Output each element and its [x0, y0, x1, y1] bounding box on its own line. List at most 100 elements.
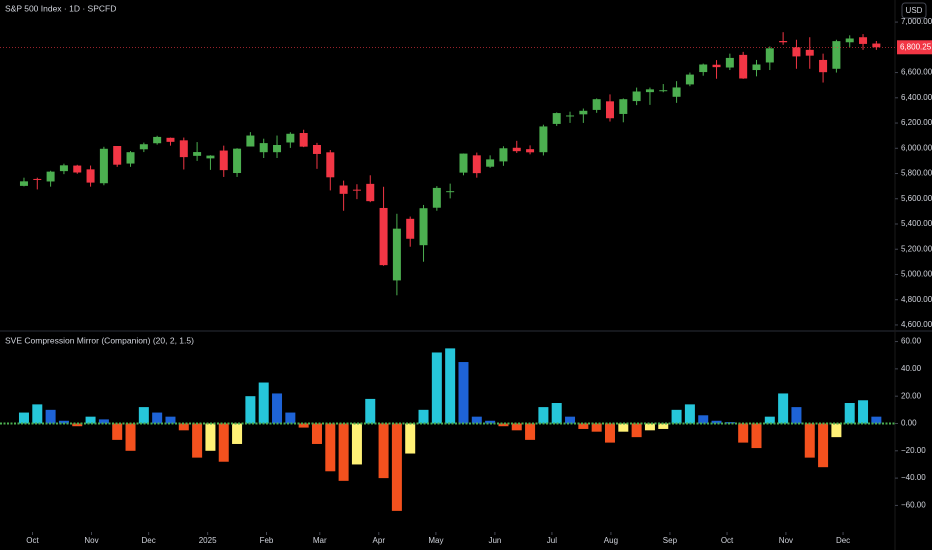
histogram-bar — [565, 416, 576, 424]
candle-body — [592, 99, 601, 110]
candle-body — [619, 99, 628, 114]
x-tick-label: Feb — [260, 536, 274, 545]
indicator-title: SVE Compression Mirror (Companion) (20, … — [5, 335, 194, 345]
x-tick-label: Nov — [779, 536, 793, 545]
candle-body — [33, 178, 42, 180]
x-tick-label: Oct — [26, 536, 39, 545]
candle-body — [792, 47, 801, 57]
y-tick-label: −20.00 — [901, 446, 926, 455]
candle-body — [446, 191, 455, 193]
y-tick-label: −60.00 — [901, 501, 926, 510]
candle-body — [526, 149, 535, 153]
histogram-bar — [245, 396, 256, 424]
candle-body — [699, 64, 708, 73]
histogram-bar — [365, 398, 376, 424]
candle-body — [419, 208, 428, 246]
histogram-bar — [684, 404, 695, 424]
x-tick-label: Dec — [836, 536, 850, 545]
histogram-bar — [831, 423, 842, 438]
candle-body — [472, 155, 481, 174]
candle-body — [312, 144, 321, 154]
histogram-bar — [98, 419, 109, 424]
histogram-bar — [272, 393, 283, 424]
x-tick-label: Apr — [373, 536, 386, 545]
x-tick-label: Jun — [488, 536, 501, 545]
candle-body — [739, 54, 748, 79]
candle-body — [126, 152, 135, 164]
histogram-bar — [45, 409, 56, 424]
candle-body — [99, 148, 108, 184]
candle-body — [672, 87, 681, 97]
histogram-bar — [551, 403, 562, 424]
histogram-bar — [418, 409, 429, 424]
histogram-bar — [604, 423, 615, 443]
histogram-bar — [844, 403, 855, 424]
chart-title: S&P 500 Index · 1D · SPCFD — [5, 3, 116, 13]
histogram-bar — [18, 412, 29, 424]
candle-body — [605, 101, 614, 119]
candle-body — [486, 159, 495, 167]
x-tick-label: 2025 — [199, 536, 217, 545]
y-tick-label: 20.00 — [901, 391, 922, 400]
histogram-bar — [152, 412, 163, 424]
x-tick-label: Nov — [84, 536, 98, 545]
y-tick-label: 40.00 — [901, 364, 922, 373]
histogram-bar — [338, 423, 349, 481]
candle-body — [153, 136, 162, 144]
y-tick-label: 4,800.00 — [901, 295, 932, 304]
candle-body — [139, 144, 148, 150]
last-price-label: 6,800.25 — [900, 42, 932, 51]
x-tick-label: Aug — [604, 536, 618, 545]
histogram-bar — [405, 423, 416, 454]
candle-body — [725, 57, 734, 68]
candle-body — [246, 135, 255, 147]
candle-body — [326, 152, 335, 178]
y-tick-label: 4,600.00 — [901, 320, 932, 329]
candle-body — [86, 169, 95, 183]
candle-body — [286, 133, 295, 143]
histogram-bar — [471, 416, 482, 424]
candle-body — [299, 133, 308, 147]
candle-body — [19, 181, 28, 186]
candle-body — [512, 147, 521, 152]
histogram-bar — [511, 423, 522, 431]
histogram-bar — [232, 423, 243, 444]
y-tick-label: 6,600.00 — [901, 68, 932, 77]
candle-body — [432, 187, 441, 208]
candle-body — [845, 38, 854, 43]
currency[interactable]: USD — [906, 6, 923, 15]
x-tick-label: Mar — [313, 536, 327, 545]
histogram-bar — [85, 416, 96, 424]
histogram-bar — [125, 423, 136, 451]
candle-body — [765, 48, 774, 63]
candle-body — [832, 41, 841, 69]
candle-body — [233, 148, 242, 174]
histogram-bar — [311, 423, 322, 444]
candle-body — [406, 218, 415, 239]
currency-button[interactable] — [901, 2, 927, 19]
histogram-bar — [498, 423, 509, 427]
histogram-bar — [871, 416, 882, 424]
candle-body — [685, 74, 694, 85]
candle-body — [352, 189, 361, 191]
histogram-bar — [658, 423, 669, 429]
candle-body — [805, 49, 814, 56]
candle-body — [659, 90, 668, 92]
candle-body — [459, 153, 468, 173]
candle-body — [499, 148, 508, 162]
histogram-bar — [778, 393, 789, 424]
histogram-bar — [298, 423, 309, 428]
candle-body — [779, 41, 788, 43]
histogram-bar — [178, 423, 189, 431]
candle-body — [206, 155, 215, 159]
histogram-bar — [764, 416, 775, 424]
histogram-bar — [485, 420, 496, 424]
candle-body — [645, 89, 654, 93]
y-tick-label: 5,000.00 — [901, 270, 932, 279]
histogram-bar — [378, 423, 389, 479]
candle-body — [273, 144, 282, 153]
histogram-bar — [325, 423, 336, 472]
candle-body — [73, 165, 82, 173]
